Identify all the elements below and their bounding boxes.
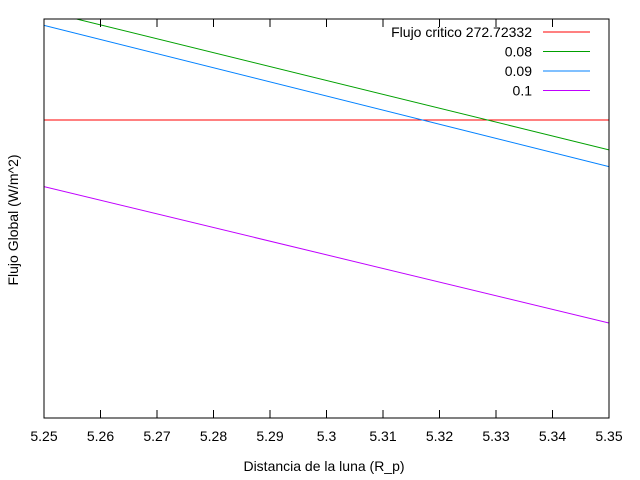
x-tick-label: 5.3	[317, 428, 337, 444]
legend-label-4: 0.1	[513, 83, 533, 99]
legend-label-2: 0.08	[505, 44, 532, 60]
legend-label-3: 0.09	[505, 63, 532, 79]
y-axis-label: Flujo Global (W/m^2)	[5, 154, 21, 285]
x-axis-label: Distancia de la luna (R_p)	[243, 458, 404, 474]
x-tick-label: 5.35	[595, 428, 622, 444]
x-tick-label: 5.33	[482, 428, 509, 444]
series-layer	[44, 19, 609, 324]
x-tick-label: 5.29	[256, 428, 283, 444]
series-line-3	[44, 24, 609, 168]
x-tick-label: 5.34	[539, 428, 566, 444]
x-tick-label: 5.31	[369, 428, 396, 444]
x-tick-label: 5.26	[87, 428, 114, 444]
x-axis: 5.25 5.26 5.27 5.28 5.29 5.3 5.31 5.32 5.33 5.34 5…	[30, 19, 623, 444]
x-tick-label: 5.32	[426, 428, 453, 444]
x-tick-label: 5.27	[143, 428, 170, 444]
series-line-2	[74, 19, 609, 151]
x-tick-label: 5.28	[200, 428, 227, 444]
legend: Flujo critico 272.72332 0.08 0.09 0.1	[391, 24, 590, 99]
x-tick-label: 5.25	[30, 428, 57, 444]
legend-label-1: Flujo critico 272.72332	[391, 24, 532, 40]
series-line-4	[44, 186, 609, 324]
